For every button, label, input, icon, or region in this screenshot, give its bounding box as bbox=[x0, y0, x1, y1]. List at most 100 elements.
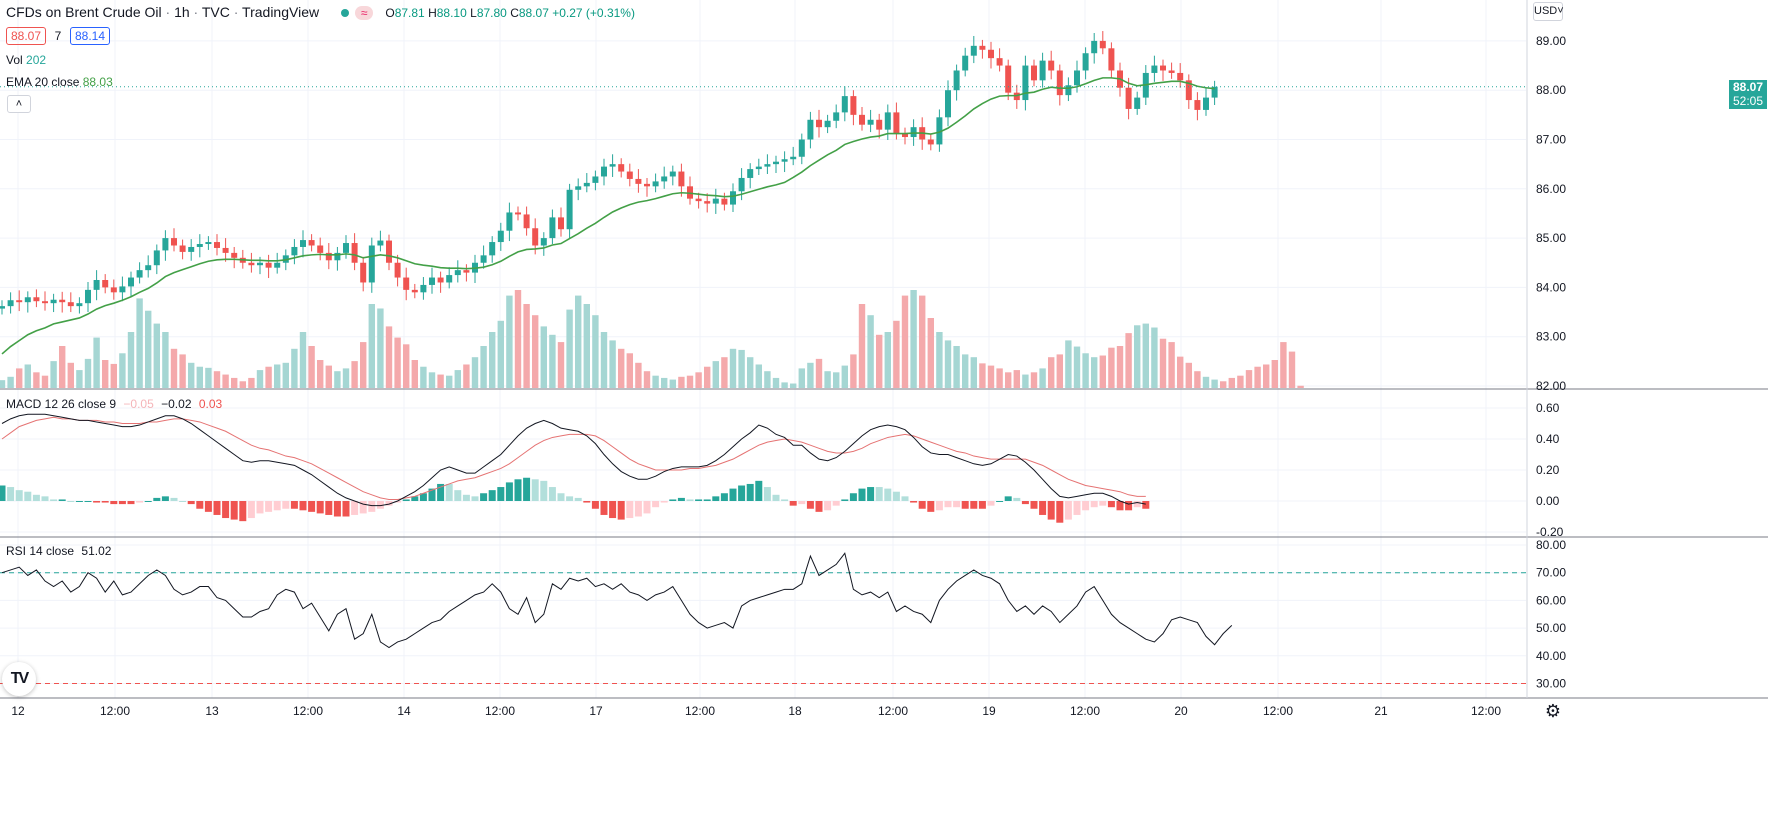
volume-bar bbox=[506, 295, 513, 388]
macd-histogram-bar bbox=[858, 488, 866, 501]
candle-body bbox=[1091, 40, 1098, 54]
interval-label[interactable]: 1h bbox=[174, 4, 190, 20]
volume-bar bbox=[686, 375, 694, 388]
candle-body bbox=[1194, 100, 1201, 110]
volume-bar bbox=[24, 364, 31, 388]
buy-button[interactable]: 88.14 bbox=[69, 27, 110, 45]
candle-body bbox=[704, 201, 711, 204]
macd-legend[interactable]: MACD 12 26 close 9 −0.05 −0.02 0.03 bbox=[6, 397, 223, 411]
macd-histogram-bar bbox=[712, 496, 720, 501]
candle-body bbox=[93, 280, 100, 290]
candle-body bbox=[1048, 60, 1055, 71]
macd-histogram-bar bbox=[247, 501, 255, 519]
candle-body bbox=[790, 156, 797, 160]
macd-histogram-bar bbox=[798, 501, 806, 505]
volume-bar bbox=[0, 380, 6, 388]
candle-body bbox=[609, 164, 616, 167]
macd-histogram-bar bbox=[927, 501, 935, 512]
volume-bar bbox=[600, 332, 608, 388]
macd-histogram-bar bbox=[652, 501, 660, 508]
candle-body bbox=[128, 277, 134, 287]
candle-body bbox=[532, 228, 539, 246]
candle-body bbox=[50, 299, 57, 304]
volume-legend[interactable]: Vol 202 bbox=[6, 53, 47, 67]
volume-bar bbox=[231, 377, 238, 388]
candle-body bbox=[738, 177, 745, 192]
macd-histogram-bar bbox=[161, 496, 169, 501]
candle-body bbox=[712, 198, 719, 204]
candle-body bbox=[1177, 72, 1184, 81]
macd-histogram-bar bbox=[50, 499, 58, 501]
time-axis-label: 17 bbox=[589, 704, 603, 718]
candle-body bbox=[773, 161, 779, 165]
price-axis-label: 87.00 bbox=[1536, 133, 1566, 147]
volume-bar bbox=[1091, 357, 1098, 388]
volume-bar bbox=[256, 370, 264, 388]
volume-bar bbox=[1271, 360, 1278, 388]
macd-histogram-bar bbox=[359, 501, 367, 514]
volume-bar bbox=[1220, 381, 1227, 388]
macd-histogram-bar bbox=[978, 501, 986, 509]
candle-body bbox=[489, 242, 496, 256]
volume-bar bbox=[704, 366, 711, 388]
macd-histogram-bar bbox=[1004, 496, 1012, 501]
macd-histogram-bar bbox=[454, 490, 462, 501]
macd-histogram-bar bbox=[428, 488, 436, 501]
candle-body bbox=[429, 277, 435, 285]
volume-bar bbox=[858, 304, 866, 388]
candle-body bbox=[343, 243, 349, 253]
volume-bar bbox=[1142, 323, 1149, 388]
candle-body bbox=[841, 96, 848, 113]
volume-bar bbox=[1065, 340, 1072, 388]
sell-button[interactable]: 88.07 bbox=[6, 27, 47, 45]
volume-bar bbox=[179, 354, 186, 388]
rsi-axis-label: 40.00 bbox=[1536, 649, 1566, 663]
macd-histogram-bar bbox=[703, 499, 711, 501]
source-label: TradingView bbox=[242, 4, 320, 20]
volume-bar bbox=[1048, 357, 1055, 388]
price-axis-label: 82.00 bbox=[1536, 379, 1566, 393]
volume-bar bbox=[196, 366, 203, 388]
volume-bar bbox=[119, 353, 126, 388]
candle-body bbox=[1160, 65, 1166, 71]
volume-bar bbox=[102, 360, 109, 388]
volume-bar bbox=[162, 332, 169, 388]
candle-body bbox=[592, 176, 599, 183]
candle-body bbox=[317, 245, 324, 253]
candle-body bbox=[153, 250, 160, 266]
volume-bar bbox=[411, 360, 418, 388]
symbol-title[interactable]: CFDs on Brent Crude Oil bbox=[6, 4, 162, 20]
candle-body bbox=[265, 262, 272, 268]
rsi-legend[interactable]: RSI 14 close 51.02 bbox=[6, 544, 112, 558]
macd-histogram-bar bbox=[41, 496, 49, 501]
volume-bar bbox=[33, 372, 40, 388]
candle-body bbox=[893, 112, 900, 134]
macd-hist-value: −0.05 bbox=[123, 397, 154, 411]
settings-gear-icon[interactable]: ⚙ bbox=[1544, 701, 1562, 721]
candle-body bbox=[463, 270, 470, 273]
candle-body bbox=[7, 300, 14, 307]
market-status-icon[interactable]: ≈ bbox=[354, 6, 374, 20]
macd-histogram-bar bbox=[462, 494, 470, 501]
macd-histogram-bar bbox=[376, 501, 384, 509]
candle-body bbox=[42, 301, 48, 304]
macd-histogram-bar bbox=[230, 501, 238, 520]
volume-bar bbox=[635, 362, 642, 388]
candle-body bbox=[1203, 97, 1209, 110]
candle-body bbox=[850, 96, 857, 115]
volume-bar bbox=[274, 364, 281, 388]
volume-bar bbox=[1211, 379, 1218, 388]
volume-bar bbox=[609, 340, 616, 388]
candle-body bbox=[85, 289, 91, 304]
volume-bar bbox=[93, 337, 100, 388]
macd-histogram-bar bbox=[1133, 501, 1141, 508]
currency-selector[interactable]: USD˅ bbox=[1533, 2, 1564, 21]
tradingview-logo-icon[interactable]: TV bbox=[2, 662, 36, 696]
axes: 89.00 88.00 87.00 86.00 85.00 84.00 83.00 82.00… bbox=[11, 34, 1566, 718]
ema-legend[interactable]: EMA 20 close 88.03 bbox=[6, 75, 113, 89]
macd-histogram-bar bbox=[136, 501, 144, 503]
collapse-legend-button[interactable]: ˄ bbox=[7, 95, 31, 113]
volume-bar bbox=[377, 308, 384, 388]
macd-histogram-bar bbox=[144, 501, 152, 502]
